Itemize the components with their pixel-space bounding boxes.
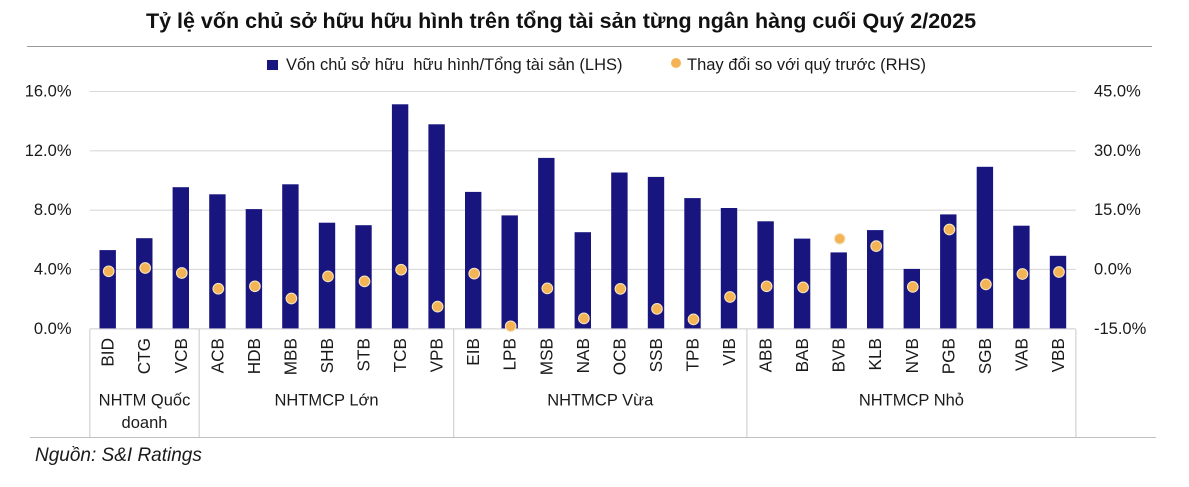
svg-text:45.0%: 45.0%	[1094, 83, 1141, 101]
svg-text:NHTM Quốc: NHTM Quốc	[99, 392, 191, 410]
svg-text:BID: BID	[98, 338, 118, 367]
svg-text:EIB: EIB	[463, 338, 483, 366]
svg-text:12.0%: 12.0%	[25, 142, 72, 160]
svg-text:CTG: CTG	[134, 338, 154, 374]
svg-text:ACB: ACB	[207, 338, 227, 373]
svg-text:0.0%: 0.0%	[1094, 261, 1132, 279]
svg-text:8.0%: 8.0%	[34, 201, 72, 219]
svg-text:SSB: SSB	[646, 338, 666, 372]
svg-text:LPB: LPB	[500, 338, 520, 371]
svg-text:NHTMCP Lớn: NHTMCP Lớn	[274, 392, 378, 410]
svg-text:16.0%: 16.0%	[25, 83, 72, 101]
svg-text:TCB: TCB	[390, 338, 410, 372]
svg-text:OCB: OCB	[609, 338, 629, 375]
svg-text:MSB: MSB	[536, 338, 556, 375]
svg-text:NHTMCP Nhỏ: NHTMCP Nhỏ	[859, 392, 964, 410]
svg-text:STB: STB	[354, 338, 374, 371]
svg-text:VBB: VBB	[1048, 338, 1068, 372]
svg-text:VIB: VIB	[719, 338, 739, 366]
svg-text:BAB: BAB	[792, 338, 812, 372]
svg-text:0.0%: 0.0%	[34, 320, 72, 338]
svg-text:NHTMCP Vừa: NHTMCP Vừa	[547, 392, 654, 410]
svg-text:NVB: NVB	[902, 338, 922, 373]
svg-text:4.0%: 4.0%	[34, 261, 72, 279]
svg-text:SGB: SGB	[975, 338, 995, 374]
svg-text:VCB: VCB	[171, 338, 191, 373]
svg-text:HDB: HDB	[244, 338, 264, 374]
svg-text:VPB: VPB	[427, 338, 447, 372]
svg-text:30.0%: 30.0%	[1094, 142, 1141, 160]
svg-text:TPB: TPB	[683, 338, 703, 371]
svg-text:ABB: ABB	[756, 338, 776, 372]
svg-text:NAB: NAB	[573, 338, 593, 373]
svg-text:PGB: PGB	[938, 338, 958, 374]
svg-text:MBB: MBB	[280, 338, 300, 375]
svg-text:15.0%: 15.0%	[1094, 201, 1141, 219]
svg-text:SHB: SHB	[317, 338, 337, 373]
svg-text:-15.0%: -15.0%	[1094, 320, 1147, 338]
svg-text:BVB: BVB	[829, 338, 849, 372]
svg-text:VAB: VAB	[1011, 338, 1031, 371]
svg-text:KLB: KLB	[865, 338, 885, 371]
svg-text:doanh: doanh	[122, 414, 168, 432]
